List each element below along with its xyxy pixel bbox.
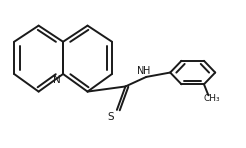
Text: H: H: [142, 66, 150, 76]
Text: N: N: [53, 75, 61, 85]
Text: N: N: [137, 66, 145, 76]
Text: S: S: [108, 111, 114, 122]
Text: CH₃: CH₃: [204, 94, 220, 103]
